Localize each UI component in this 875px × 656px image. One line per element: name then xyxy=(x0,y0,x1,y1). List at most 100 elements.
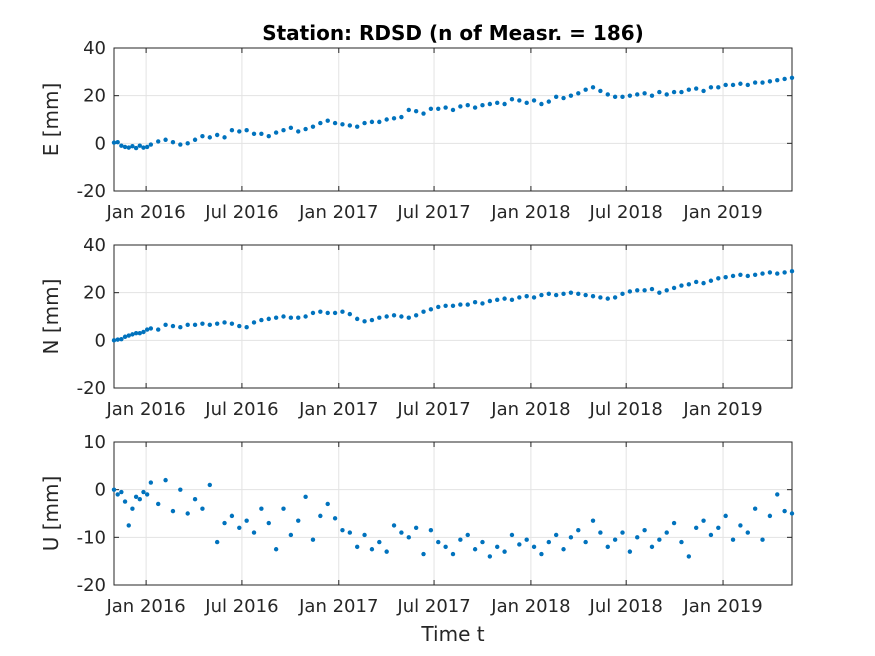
data-point xyxy=(745,82,750,88)
data-point xyxy=(553,94,559,100)
data-point xyxy=(546,291,552,297)
data-point xyxy=(163,477,168,483)
data-point xyxy=(192,497,198,502)
data-point xyxy=(767,79,773,84)
data-point xyxy=(752,272,758,277)
data-point xyxy=(708,278,714,283)
data-point xyxy=(782,76,787,82)
data-point xyxy=(620,94,625,100)
data-point xyxy=(568,290,574,295)
chart-title: Station: RDSD (n of Measr. = 186) xyxy=(262,21,644,45)
data-point xyxy=(480,103,485,108)
data-point xyxy=(738,523,743,528)
data-point xyxy=(303,126,308,132)
data-point xyxy=(686,87,692,92)
data-point xyxy=(413,108,419,114)
data-point xyxy=(384,117,389,122)
data-point xyxy=(649,544,655,550)
x-tick-label: Jan 2016 xyxy=(105,399,185,420)
x-tick-label: Jan 2016 xyxy=(105,202,185,223)
data-point xyxy=(671,285,677,291)
series-e xyxy=(111,75,795,151)
data-point xyxy=(789,511,795,516)
data-point xyxy=(627,549,633,554)
data-point xyxy=(332,120,338,126)
data-point xyxy=(141,489,146,495)
data-point xyxy=(200,133,205,139)
data-point xyxy=(310,537,316,542)
data-point xyxy=(472,547,478,552)
data-point xyxy=(480,539,485,545)
data-point xyxy=(406,535,411,540)
data-point xyxy=(576,527,581,533)
y-tick-label: 0 xyxy=(95,330,106,351)
y-tick-label: -20 xyxy=(77,575,106,596)
data-point xyxy=(399,114,404,120)
data-point xyxy=(207,482,213,488)
data-point xyxy=(244,128,249,133)
x-tick-label: Jan 2017 xyxy=(298,399,378,420)
data-point xyxy=(406,107,411,113)
y-tick-label: 40 xyxy=(83,38,106,59)
data-point xyxy=(384,549,389,554)
x-tick-label: Jan 2018 xyxy=(490,399,570,420)
data-point xyxy=(465,532,470,538)
data-point xyxy=(325,501,330,507)
data-point xyxy=(170,139,176,145)
x-tick-label: Jul 2016 xyxy=(204,399,278,420)
data-point xyxy=(723,274,728,280)
data-point xyxy=(760,271,765,276)
y-tick-label: 0 xyxy=(95,480,106,501)
data-point xyxy=(679,539,684,545)
y-tick-label: 0 xyxy=(95,133,106,154)
data-point xyxy=(686,282,692,287)
data-point xyxy=(133,330,139,336)
data-point xyxy=(251,131,257,136)
data-point xyxy=(465,302,470,307)
y-tick-label: -10 xyxy=(77,527,106,548)
data-point xyxy=(347,311,353,317)
data-point xyxy=(111,487,117,492)
data-point xyxy=(598,530,603,535)
data-point xyxy=(679,283,684,288)
data-point xyxy=(130,332,135,337)
data-point xyxy=(115,337,120,342)
data-point xyxy=(237,129,242,134)
data-point xyxy=(384,314,389,319)
data-point xyxy=(531,98,537,103)
data-point xyxy=(111,338,117,343)
subplot-container: -20 0 20 40 Jan 2016 Jul 2016 Jan 2017 Jul 2017… xyxy=(39,38,795,617)
data-point xyxy=(126,333,131,338)
data-point xyxy=(332,516,338,521)
data-point xyxy=(693,86,699,91)
data-point xyxy=(450,551,456,557)
data-point xyxy=(251,530,257,535)
data-point xyxy=(502,296,507,301)
data-point xyxy=(495,297,500,303)
data-point xyxy=(207,322,213,328)
data-point xyxy=(649,93,655,98)
data-point xyxy=(281,314,286,319)
subplot-u: -20 -10 0 10 Jan 2016 Jul 2016 Jan 2017 Jul 201… xyxy=(39,432,795,617)
data-point xyxy=(362,319,367,324)
data-point xyxy=(222,520,227,526)
data-point xyxy=(657,537,662,542)
data-point xyxy=(723,82,728,88)
data-point xyxy=(325,118,330,123)
data-point xyxy=(708,532,714,538)
axes-frame xyxy=(113,244,793,389)
data-point xyxy=(635,288,640,293)
data-point xyxy=(229,128,235,133)
data-point xyxy=(185,322,190,328)
data-point xyxy=(716,525,721,530)
data-point xyxy=(354,124,360,129)
data-point xyxy=(627,289,633,294)
data-point xyxy=(185,141,190,146)
data-point xyxy=(428,106,434,111)
data-point xyxy=(259,131,264,136)
x-tick-label: Jul 2016 xyxy=(204,202,278,223)
x-axis-label: Time t xyxy=(420,622,484,646)
y-tick-label: 40 xyxy=(83,235,106,256)
data-point xyxy=(458,104,463,109)
data-point xyxy=(598,88,603,94)
